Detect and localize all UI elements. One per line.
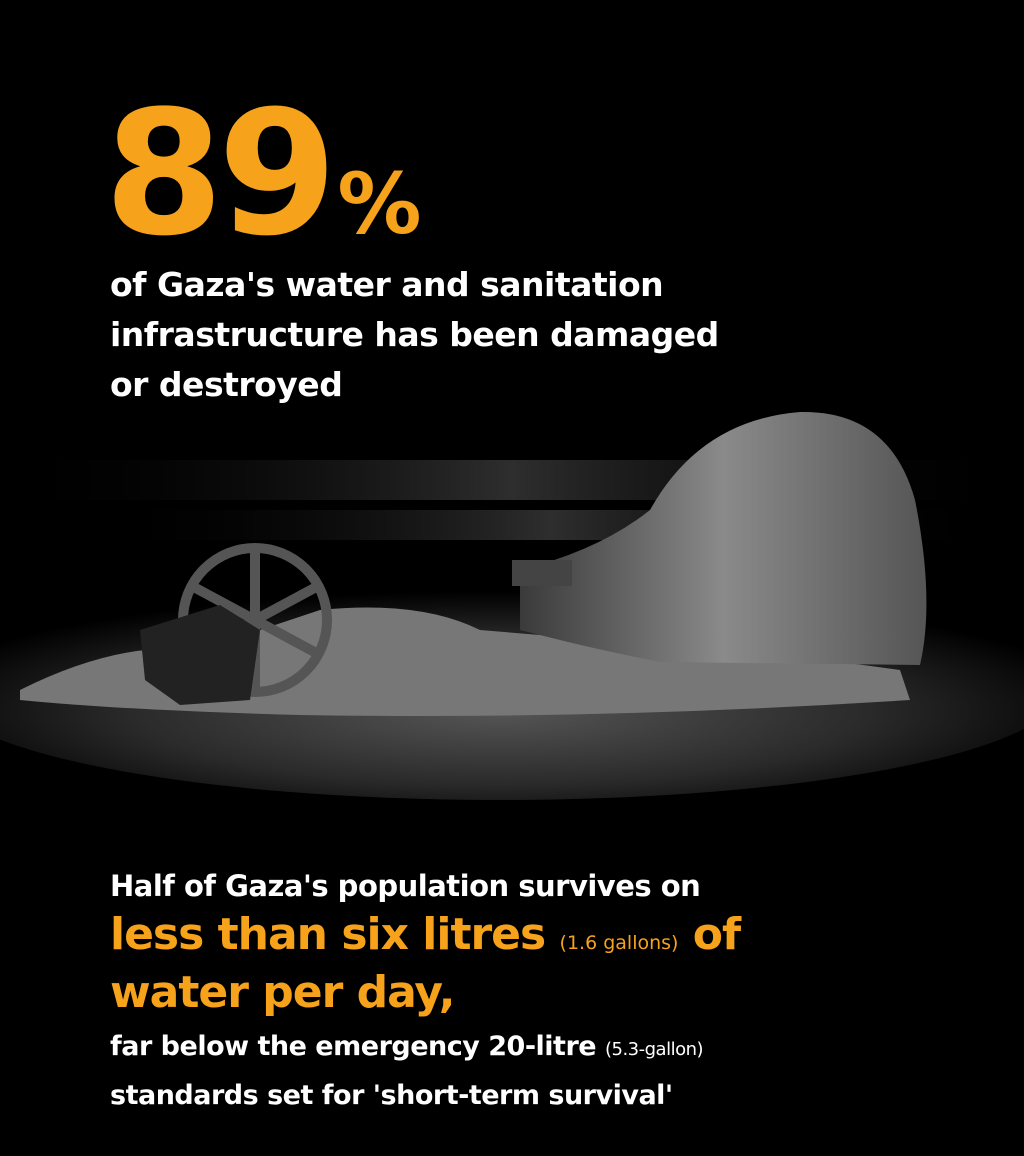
highlight-line-1: less than six litres (1.6 gallons) of [110,909,741,968]
headline-unit: % [337,155,422,253]
headline-number: 89 [104,73,337,274]
lead-line: or destroyed [110,365,343,404]
headline-stat: 89% [104,88,422,260]
bottom-intro: Half of Gaza's population survives on [110,869,701,903]
destroyed-pipe-illustration [0,411,1024,800]
lead-line: infrastructure has been damaged [110,315,719,354]
body-1: far below the emergency 20-litre [110,1031,597,1062]
lead-line: of Gaza's water and sanitation [110,265,664,304]
highlight-1: less than six litres [110,909,546,960]
lead-text: of Gaza's water and sanitation infrastru… [110,260,719,410]
highlight-1-note: (1.6 gallons) [559,932,679,954]
body-line-1: far below the emergency 20-litre (5.3-ga… [110,1024,740,1073]
broken-pipe [520,411,927,665]
bottom-text: Half of Gaza's population survives on le… [110,862,741,1119]
body-2: standards set for 'short-term survival' [110,1080,673,1111]
highlight-2: water per day, [110,967,455,1018]
pipe-stub [512,560,572,586]
body-1-note: (5.3-gallon) [604,1039,704,1060]
highlight-1-end: of [692,909,741,960]
rubble-block [140,605,260,705]
